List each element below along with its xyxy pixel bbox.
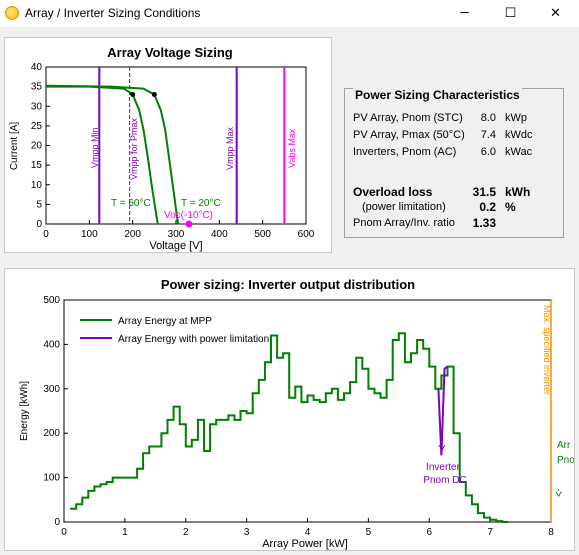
inverter-label: Inverter	[426, 462, 461, 473]
voltage-ytick-label: 30	[31, 101, 43, 112]
distribution-xtick-label: 8	[548, 527, 554, 538]
distribution-xtick-label: 4	[305, 527, 311, 538]
distribution-chart-title: Power sizing: Inverter output distributi…	[161, 277, 415, 292]
distribution-plot-area	[63, 299, 552, 523]
power-limitation-value: 0.2	[479, 200, 496, 214]
voltage-plot-area	[45, 66, 307, 225]
voltage-xtick-label: 600	[298, 229, 315, 240]
row-inverter-pnom-value: 6.0	[480, 146, 496, 158]
distribution-ytick-label: 500	[43, 295, 60, 306]
power-limitation-unit: %	[505, 200, 516, 214]
t20-label: T = 20°C	[181, 198, 221, 209]
ratio-value: 1.33	[472, 216, 496, 230]
distribution-xtick-label: 2	[183, 527, 189, 538]
maximize-button[interactable]: ☐	[504, 6, 517, 21]
voltage-chart-title: Array Voltage Sizing	[107, 45, 233, 60]
pnom-arrow-icon: ⩒	[438, 439, 446, 454]
legend-limited-label: Array Energy with power limitation	[118, 334, 269, 345]
app-sun-icon	[5, 6, 19, 20]
row-pmax-unit: kWdc	[505, 129, 533, 141]
row-pnom-stc-unit: kWp	[505, 112, 527, 124]
voltage-ytick-label: 25	[31, 121, 43, 132]
window-titlebar: Array / Inverter Sizing Conditions ─ ☐ ✕	[0, 0, 579, 27]
array-side-label: Arr	[557, 440, 571, 451]
distribution-xtick-label: 5	[366, 527, 372, 538]
overload-loss-label: Overload loss	[353, 185, 433, 199]
voltage-xtick-label: 300	[168, 229, 185, 240]
max-inverter-label: Max. specified inverter	[542, 305, 552, 395]
vmpp-min-label: Vmpp Min	[90, 127, 100, 168]
vmpp-max-label: Vmpp Max	[225, 126, 235, 170]
pnom-dc-label: Pnom DC	[423, 475, 466, 486]
voltage-ytick-label: 5	[36, 199, 42, 210]
window-title: Array / Inverter Sizing Conditions	[25, 6, 201, 20]
distribution-ytick-label: 300	[43, 384, 60, 395]
t60-label: T = 60°C	[111, 198, 151, 209]
distribution-ytick-label: 400	[43, 339, 60, 350]
characteristics-title: Power Sizing Characteristics	[353, 88, 522, 102]
voltage-chart-panel: Array Voltage Sizing 0 100 200 300 400 500 600…	[4, 37, 332, 253]
row-pmax-value: 7.4	[480, 129, 496, 141]
overload-loss-unit: kWh	[505, 185, 531, 199]
voltage-ytick-label: 10	[31, 180, 43, 191]
side-arrow-icon: ⩒	[555, 486, 562, 500]
row-pnom-stc-value: 8.0	[480, 112, 496, 124]
voltage-ytick-label: 0	[36, 219, 42, 230]
distribution-xtick-label: 6	[426, 527, 432, 538]
voltage-xtick-label: 200	[124, 229, 141, 240]
distribution-xtick-label: 3	[244, 527, 250, 538]
vabs-max-label: Vabs Max	[287, 128, 297, 168]
power-limitation-label: (power limitation)	[362, 201, 446, 213]
distribution-ytick-label: 100	[43, 473, 60, 484]
voltage-xtick-label: 0	[43, 229, 49, 240]
distribution-ytick-label: 200	[43, 428, 60, 439]
voltage-ytick-label: 20	[31, 141, 43, 152]
characteristics-box	[344, 88, 564, 238]
voc-point	[185, 220, 193, 228]
voltage-xtick-label: 100	[81, 229, 98, 240]
distribution-ylabel: Energy [kWh]	[19, 381, 30, 441]
minimize-button[interactable]: ─	[460, 6, 469, 21]
row-inverter-pnom-label: Inverters, Pnom (AC)	[353, 146, 457, 158]
row-inverter-pnom-unit: kWac	[505, 146, 533, 158]
voltage-ytick-label: 15	[31, 160, 43, 171]
voltage-xtick-label: 400	[211, 229, 228, 240]
row-pnom-stc-label: PV Array, Pnom (STC)	[353, 112, 463, 124]
voltage-xtick-label: 500	[254, 229, 271, 240]
voc-label: Voc(-10°C)	[164, 210, 213, 221]
ratio-label: Pnom Array/Inv. ratio	[353, 217, 455, 229]
distribution-xtick-label: 7	[487, 527, 493, 538]
voltage-xlabel: Voltage [V]	[149, 240, 202, 252]
distribution-xtick-label: 1	[122, 527, 128, 538]
iv-curve-20c	[45, 84, 180, 225]
voltage-ylabel: Current [A]	[9, 122, 20, 171]
voltage-ytick-label: 35	[31, 82, 43, 93]
iv-curve-60c	[46, 85, 159, 225]
row-pmax-label: PV Array, Pmax (50°C)	[353, 129, 465, 141]
distribution-chart: Power sizing: Inverter output distributi…	[19, 277, 575, 550]
distribution-ytick-label: 0	[54, 517, 60, 528]
array-energy-mpp-series	[70, 332, 509, 523]
legend-mpp-label: Array Energy at MPP	[118, 316, 212, 327]
mpp-point-60c	[130, 91, 136, 97]
distribution-chart-panel: Power sizing: Inverter output distributi…	[4, 268, 575, 551]
mpp-point-20c	[151, 91, 157, 97]
distribution-xtick-label: 0	[61, 527, 67, 538]
voltage-chart: Array Voltage Sizing 0 100 200 300 400 500 600…	[9, 45, 315, 252]
pnom-side-label: Pno	[557, 455, 574, 466]
overload-loss-value: 31.5	[472, 185, 496, 199]
array-energy-limited-series	[437, 365, 449, 456]
vmpp-pmax-label: Vmpp for Pmax	[129, 117, 139, 180]
voltage-ytick-label: 40	[31, 62, 43, 73]
distribution-xlabel: Array Power [kW]	[262, 538, 348, 550]
close-button[interactable]: ✕	[550, 6, 561, 21]
